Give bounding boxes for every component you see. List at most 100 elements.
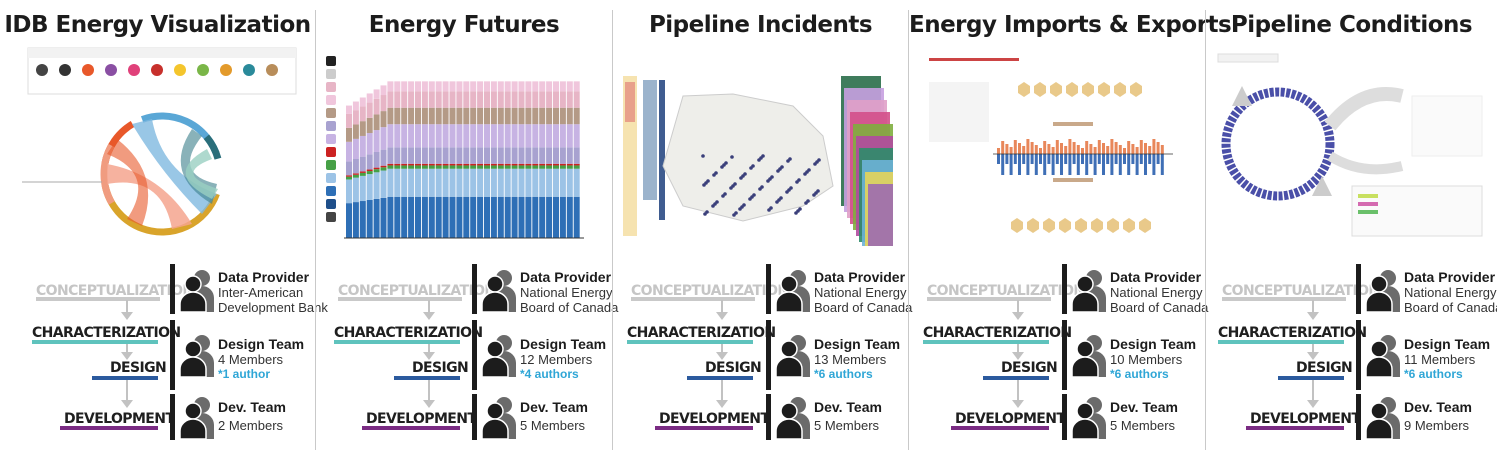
dev-team-members: 5 Members — [520, 418, 586, 433]
people-icon — [775, 333, 810, 378]
design-team: Design Team 12 Members *4 authors — [520, 336, 606, 381]
characterization-underline — [334, 340, 460, 344]
panel-divider — [1205, 10, 1206, 450]
stage-characterization: CHARACTERIZATION — [627, 325, 776, 341]
characterization-underline — [627, 340, 753, 344]
stage-arrow — [1312, 344, 1314, 352]
people-icon — [481, 333, 516, 378]
stage-arrowhead — [716, 400, 728, 408]
people-icon — [481, 268, 516, 313]
stage-arrowhead — [1012, 400, 1024, 408]
dev-team-members: 5 Members — [1110, 418, 1176, 433]
data-provider-label: Data Provider — [1404, 269, 1496, 285]
conceptualization-underline — [1222, 297, 1346, 301]
panel-4: Energy Imports & Exports CONCEPTUALIZATI… — [909, 0, 1232, 472]
stage-development: DEVELOPMENT — [64, 411, 175, 427]
stage-conceptualization: CONCEPTUALIZATION — [927, 283, 1085, 299]
design-underline — [92, 376, 158, 380]
design-bracket — [170, 320, 175, 390]
dev-team-members: 2 Members — [218, 418, 284, 433]
stage-characterization: CHARACTERIZATION — [1218, 325, 1367, 341]
data-provider-line2: Development Bank — [218, 300, 328, 315]
visualization-thumbnail — [1212, 46, 1492, 246]
stage-arrow — [1017, 300, 1019, 312]
design-team-members: 10 Members — [1110, 352, 1183, 367]
stage-design: DESIGN — [1296, 360, 1353, 376]
design-underline — [983, 376, 1049, 380]
stage-arrow — [1312, 380, 1314, 400]
design-bracket — [1062, 320, 1067, 390]
design-team-members: 13 Members — [814, 352, 887, 367]
data-provider: Data Provider National Energy Board of C… — [814, 269, 912, 315]
stage-arrowhead — [423, 312, 435, 320]
people-icon — [1365, 333, 1400, 378]
data-provider-label: Data Provider — [520, 269, 612, 285]
design-team: Design Team 10 Members *6 authors — [1110, 336, 1196, 381]
data-provider-line1: National Energy — [1110, 285, 1203, 300]
design-team-label: Design Team — [1110, 336, 1197, 352]
stage-design: DESIGN — [1001, 360, 1058, 376]
stage-arrow — [1312, 300, 1314, 312]
stage-arrowhead — [1307, 400, 1319, 408]
provider-bracket — [170, 264, 175, 314]
stage-development: DEVELOPMENT — [955, 411, 1066, 427]
data-provider-line2: Board of Canada — [814, 300, 913, 315]
data-provider: Data Provider National Energy Board of C… — [1404, 269, 1497, 315]
design-underline — [394, 376, 460, 380]
dev-team-label: Dev. Team — [814, 399, 882, 415]
dev-bracket — [170, 394, 175, 440]
design-team: Design Team 4 Members *1 author — [218, 336, 304, 381]
stage-arrowhead — [121, 352, 133, 360]
stage-arrowhead — [423, 400, 435, 408]
stage-characterization: CHARACTERIZATION — [923, 325, 1072, 341]
panel-divider — [908, 10, 909, 450]
provider-bracket — [472, 264, 477, 314]
design-team: Design Team 11 Members *6 authors — [1404, 336, 1490, 381]
stage-arrowhead — [716, 352, 728, 360]
dev-bracket — [1356, 394, 1361, 440]
stage-arrow — [721, 300, 723, 312]
provider-bracket — [1356, 264, 1361, 314]
data-provider-line1: National Energy — [1404, 285, 1497, 300]
people-icon — [179, 333, 214, 378]
characterization-underline — [923, 340, 1049, 344]
people-icon — [1071, 333, 1106, 378]
panel-1: IDB Energy Visualization CONCEPTUALIZATI… — [0, 0, 328, 472]
development-underline — [60, 426, 158, 430]
people-icon — [1365, 268, 1400, 313]
provider-bracket — [766, 264, 771, 314]
conceptualization-underline — [631, 297, 755, 301]
visualization-thumbnail — [22, 46, 302, 246]
stage-arrow — [428, 380, 430, 400]
dev-team-label: Dev. Team — [520, 399, 588, 415]
panel-title: Energy Futures — [368, 12, 560, 38]
design-team-authors: *6 authors — [814, 367, 873, 381]
dev-team: Dev. Team 5 Members — [814, 399, 882, 433]
stage-conceptualization: CONCEPTUALIZATION — [631, 283, 789, 299]
design-team-authors: *6 authors — [1404, 367, 1463, 381]
people-icon — [481, 395, 516, 440]
design-team-authors: *6 authors — [1110, 367, 1169, 381]
design-bracket — [1356, 320, 1361, 390]
stage-arrowhead — [121, 400, 133, 408]
design-team: Design Team 13 Members *6 authors — [814, 336, 900, 381]
characterization-underline — [32, 340, 158, 344]
data-provider: Data Provider National Energy Board of C… — [520, 269, 618, 315]
data-provider-line1: National Energy — [520, 285, 613, 300]
people-icon — [1365, 395, 1400, 440]
stage-arrowhead — [1307, 312, 1319, 320]
stage-characterization: CHARACTERIZATION — [32, 325, 181, 341]
development-underline — [362, 426, 460, 430]
stage-arrow — [126, 380, 128, 400]
dev-team-members: 5 Members — [814, 418, 880, 433]
dev-team-members: 9 Members — [1404, 418, 1470, 433]
stage-arrow — [721, 344, 723, 352]
provider-bracket — [1062, 264, 1067, 314]
stage-characterization: CHARACTERIZATION — [334, 325, 483, 341]
data-provider-label: Data Provider — [814, 269, 906, 285]
stage-arrow — [721, 380, 723, 400]
panel-title: Pipeline Incidents — [648, 12, 873, 38]
development-underline — [1246, 426, 1344, 430]
stage-design: DESIGN — [705, 360, 762, 376]
dev-team: Dev. Team 5 Members — [1110, 399, 1178, 433]
